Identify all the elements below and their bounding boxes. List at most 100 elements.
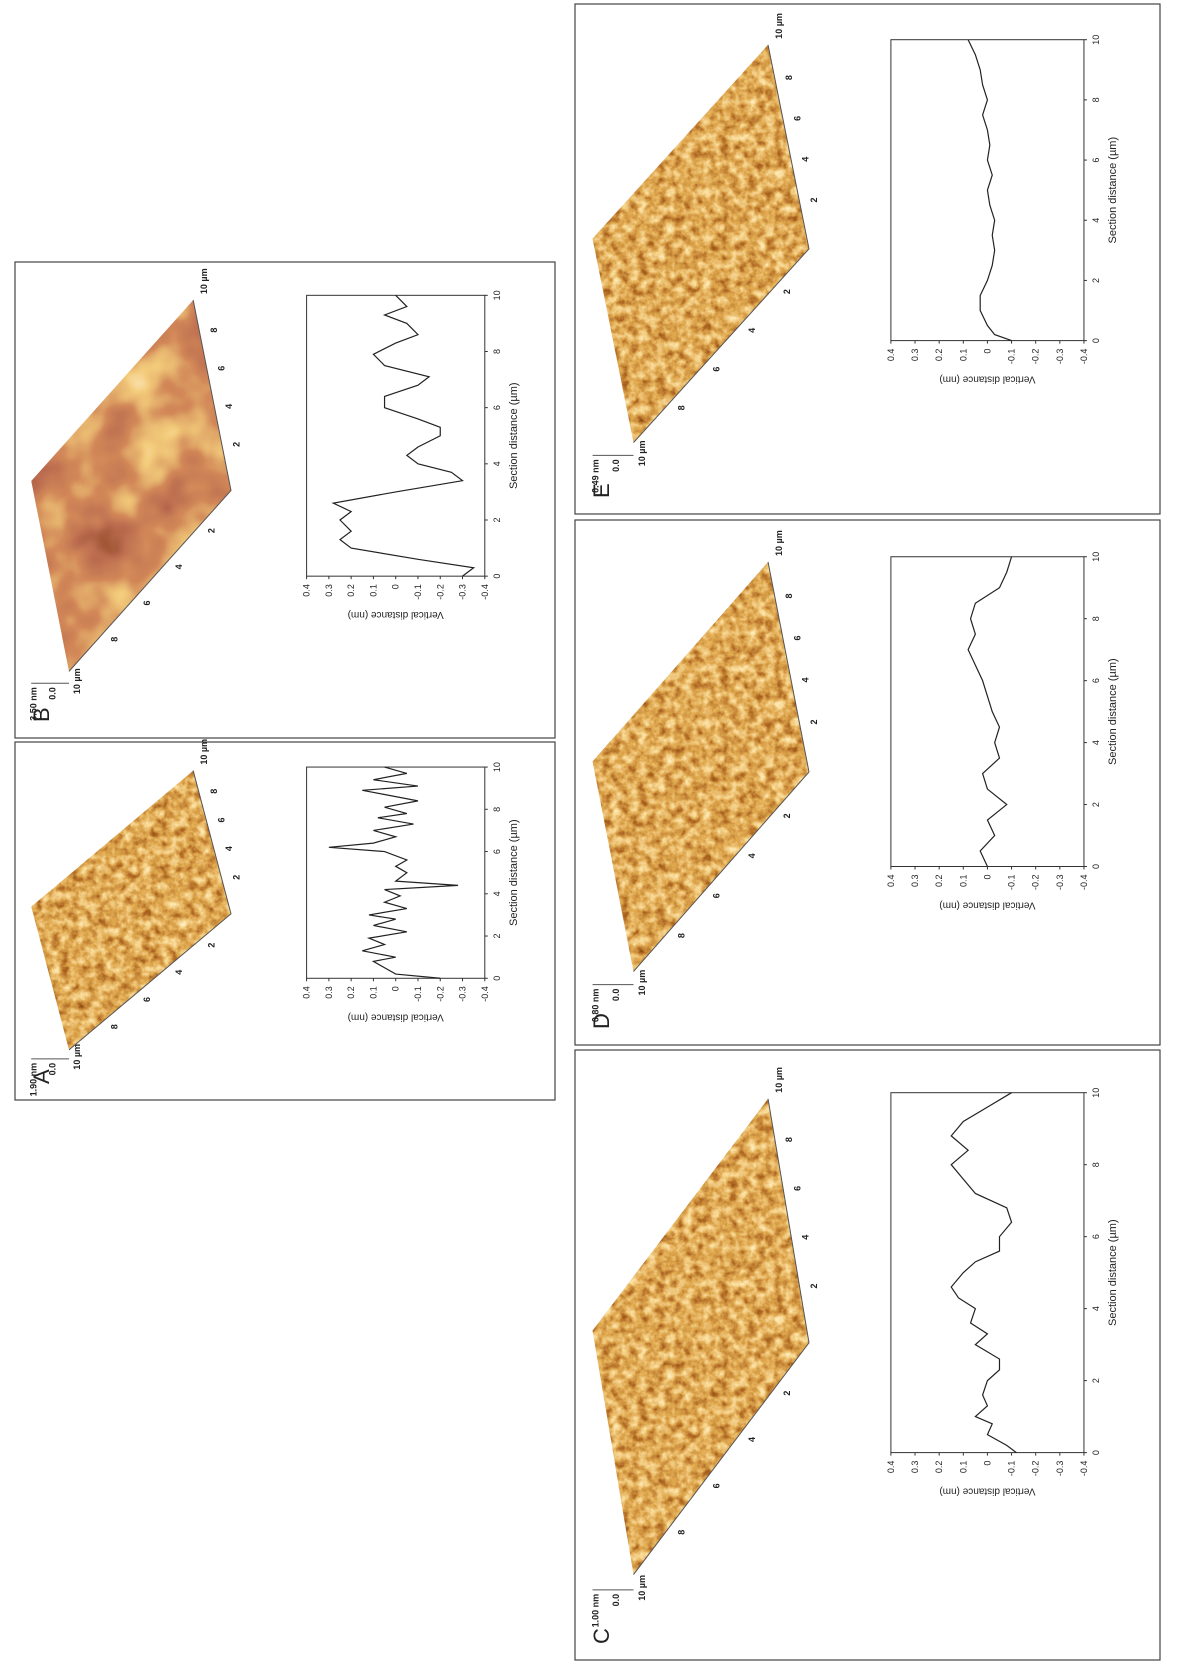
surface-tick-label: 4 bbox=[224, 846, 234, 851]
scan-size-label: 10 µm bbox=[72, 1044, 82, 1070]
y-tick-label: 0.3 bbox=[910, 1461, 920, 1474]
surface-tick-label: 2 bbox=[782, 813, 792, 818]
y-tick-label: -0.2 bbox=[1031, 349, 1041, 365]
x-tick-label: 8 bbox=[1091, 1162, 1101, 1167]
surface-tick-label: 4 bbox=[747, 853, 757, 858]
y-tick-label: 0.3 bbox=[324, 986, 334, 999]
x-tick-label: 0 bbox=[492, 574, 502, 579]
afm-surface bbox=[31, 770, 231, 1050]
x-tick-label: 0 bbox=[1091, 338, 1101, 343]
x-tick-label: 6 bbox=[1091, 1234, 1101, 1239]
x-axis-label: Section distance (µm) bbox=[508, 382, 520, 489]
y-tick-label: 0.4 bbox=[886, 349, 896, 362]
y-axis-label: Vertical distance (nm) bbox=[939, 374, 1035, 385]
y-tick-label: 0.2 bbox=[346, 986, 356, 999]
y-tick-label: -0.3 bbox=[1055, 875, 1065, 891]
x-tick-label: 8 bbox=[1091, 616, 1101, 621]
y-tick-label: -0.4 bbox=[480, 986, 490, 1002]
y-tick-label: -0.4 bbox=[1079, 349, 1089, 365]
surface-tick-label: 6 bbox=[142, 601, 152, 606]
z-zero-label: 0.0 bbox=[48, 1063, 58, 1076]
plot-frame bbox=[306, 766, 486, 979]
y-tick-label: 0.2 bbox=[346, 584, 356, 597]
panel-border bbox=[574, 1049, 1161, 1661]
panel: D0.80 nm 0.0 10 µm 2 2 4 4 6 6 8 8 10 µm -0.4 -0.3 -0.… bbox=[574, 519, 1161, 1046]
profile-line bbox=[967, 556, 1013, 867]
y-tick-label: -0.1 bbox=[1007, 1461, 1017, 1477]
x-tick-label: 8 bbox=[492, 807, 502, 812]
x-tick-label: 4 bbox=[1091, 740, 1101, 745]
x-tick-label: 10 bbox=[1091, 552, 1101, 562]
x-tick-label: 4 bbox=[1091, 218, 1101, 223]
y-tick-label: 0.1 bbox=[368, 986, 378, 999]
x-tick-label: 4 bbox=[1091, 1306, 1101, 1311]
afm-surface bbox=[592, 44, 809, 443]
y-axis-label: Vertical distance (nm) bbox=[348, 609, 444, 620]
x-tick-label: 0 bbox=[1091, 864, 1101, 869]
surface-tick-label: 4 bbox=[801, 1235, 811, 1240]
z-zero-label: 0.0 bbox=[611, 989, 621, 1002]
surface-tick-label: 8 bbox=[784, 593, 794, 598]
surface-tick-label: 8 bbox=[209, 789, 219, 794]
surface-tick-label: 4 bbox=[747, 328, 757, 333]
z-zero-label: 0.0 bbox=[611, 459, 621, 472]
surface-tick-label: 2 bbox=[809, 1283, 819, 1288]
plot-frame bbox=[306, 294, 486, 577]
y-tick-label: 0 bbox=[982, 1461, 992, 1466]
surface-tick-label: 2 bbox=[231, 442, 241, 447]
surface-tick-label: 2 bbox=[207, 528, 217, 533]
y-tick-label: 0.2 bbox=[934, 349, 944, 362]
x-tick-label: 6 bbox=[1091, 678, 1101, 683]
surface-tick-label: 2 bbox=[809, 197, 819, 202]
y-tick-label: -0.2 bbox=[1031, 875, 1041, 891]
z-scale-label: 1.90 nm bbox=[29, 1063, 39, 1097]
profile-line bbox=[328, 766, 459, 979]
y-axis-label: Vertical distance (nm) bbox=[939, 900, 1035, 911]
surface-tick-label: 4 bbox=[174, 564, 184, 569]
y-tick-label: -0.4 bbox=[480, 584, 490, 600]
x-tick-label: 10 bbox=[492, 290, 502, 300]
profile-line bbox=[967, 39, 1012, 342]
x-tick-label: 0 bbox=[1091, 1450, 1101, 1455]
panel-label: E bbox=[589, 483, 614, 498]
x-tick-label: 6 bbox=[492, 849, 502, 854]
x-tick-label: 4 bbox=[492, 461, 502, 466]
y-tick-label: 0 bbox=[391, 986, 401, 991]
profile-line bbox=[331, 294, 476, 577]
surface-tick-label: 6 bbox=[216, 366, 226, 371]
surface-tick-label: 4 bbox=[801, 677, 811, 682]
y-tick-label: 0 bbox=[982, 349, 992, 354]
panel: E0.49 nm 0.0 10 µm 2 2 4 4 6 6 8 8 10 µm -0.4 -0.3 -0.… bbox=[574, 3, 1161, 515]
surface-axis bbox=[633, 44, 810, 443]
y-tick-label: 0.4 bbox=[886, 1461, 896, 1474]
surface-tick-label: 6 bbox=[216, 817, 226, 822]
surface-tick-label: 6 bbox=[792, 635, 802, 640]
y-tick-label: 0.3 bbox=[910, 349, 920, 362]
x-axis-label: Section distance (µm) bbox=[508, 819, 520, 926]
surface-tick-label: 6 bbox=[792, 116, 802, 121]
x-tick-label: 2 bbox=[1091, 1378, 1101, 1383]
panel-border bbox=[14, 741, 556, 1101]
surface-tick-label: 2 bbox=[207, 943, 217, 948]
x-tick-label: 8 bbox=[1091, 97, 1101, 102]
y-tick-label: -0.3 bbox=[458, 584, 468, 600]
surface-axis-end-label: 10 µm bbox=[199, 739, 209, 765]
surface-tick-label: 4 bbox=[801, 157, 811, 162]
panel-label: A bbox=[29, 1069, 54, 1084]
scan-size-label: 10 µm bbox=[637, 1575, 647, 1601]
x-tick-label: 2 bbox=[492, 517, 502, 522]
y-tick-label: -0.2 bbox=[435, 986, 445, 1002]
y-tick-label: -0.3 bbox=[458, 986, 468, 1002]
x-tick-label: 8 bbox=[492, 349, 502, 354]
y-tick-label: 0.1 bbox=[958, 875, 968, 888]
y-tick-label: 0.4 bbox=[302, 986, 312, 999]
y-tick-label: 0.1 bbox=[368, 584, 378, 597]
panel: C1.00 nm 0.0 10 µm 2 2 4 4 6 6 8 8 10 µm -0.4 -0.3 -0.… bbox=[574, 1049, 1161, 1661]
y-tick-label: -0.3 bbox=[1055, 349, 1065, 365]
y-axis-label: Vertical distance (nm) bbox=[348, 1011, 444, 1022]
surface-axis-end-label: 10 µm bbox=[199, 268, 209, 294]
y-tick-label: -0.3 bbox=[1055, 1461, 1065, 1477]
panel-border bbox=[574, 3, 1161, 515]
x-tick-label: 10 bbox=[492, 762, 502, 772]
surface-tick-label: 8 bbox=[677, 1530, 687, 1535]
